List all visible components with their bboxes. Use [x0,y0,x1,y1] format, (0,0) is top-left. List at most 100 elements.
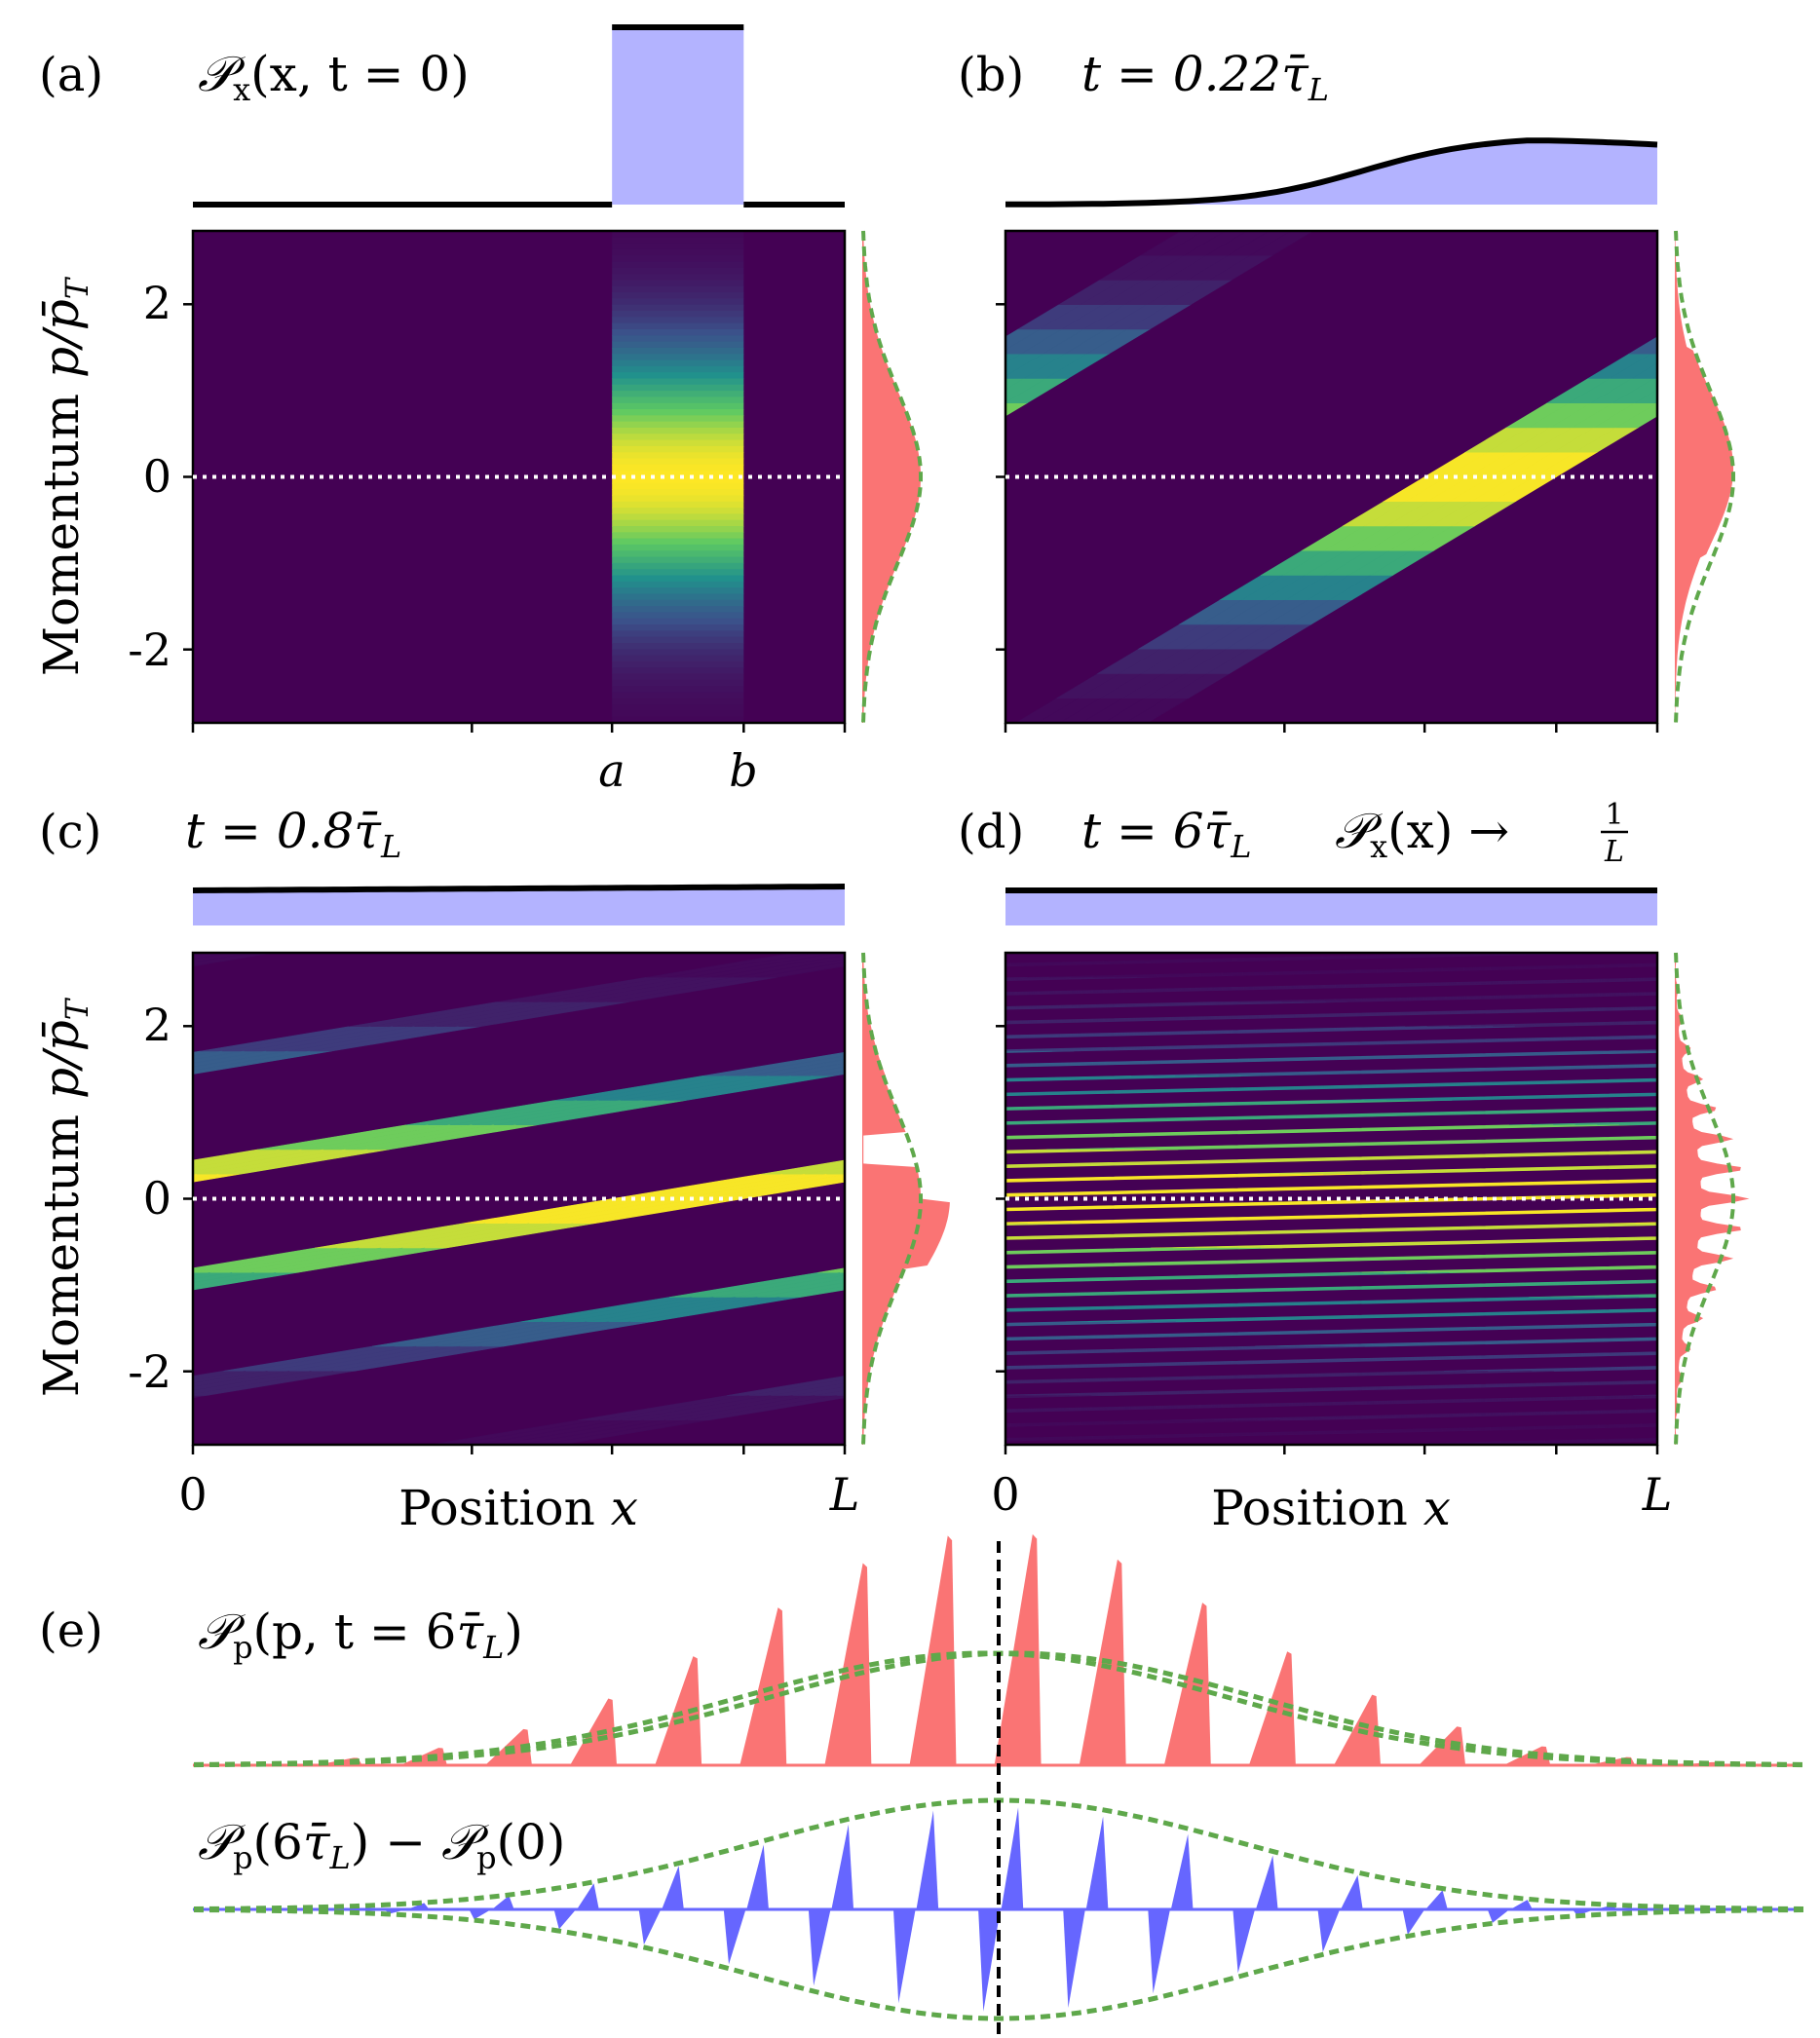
density-band [1728,1224,1820,1248]
ylabel-a: Momentum p/p̄T [33,276,95,676]
density-band [1767,1199,1820,1224]
density-cell [612,396,744,404]
density-band [0,1199,26,1224]
density-band [748,1378,845,1396]
position-marginal-d [1005,887,1657,925]
density-band [1005,1051,1657,1068]
title-t: t = 0.8 [185,803,354,859]
density-band [0,977,126,1001]
panel-b-title: t = 0.22τ̄L [1081,46,1329,108]
density-cell [612,482,744,490]
density-cell [612,365,744,373]
density-band [1786,1125,1820,1150]
density-band [0,1371,207,1395]
density-band [691,1271,845,1298]
density-band [1005,1109,1657,1125]
axes-c [183,951,847,1454]
density-band [769,1063,845,1076]
xtick-b: b [729,744,757,797]
density-band [713,1274,845,1298]
density-band [1735,305,1798,329]
density-band [1674,1002,1820,1027]
density-cell [612,556,744,564]
ylabel-sub: T [58,997,95,1020]
position-curve [193,24,845,208]
density-cell [612,495,744,503]
density-cell [612,439,744,447]
density-band [813,1070,845,1076]
density-cell [612,378,744,386]
density-band [1771,649,1820,673]
position-fill [193,887,845,925]
density-band [1799,281,1820,305]
density-cell [612,347,744,355]
density-band [1249,231,1314,256]
density-band [1745,953,1820,977]
density-band [1679,953,1820,977]
density-band [1649,349,1657,355]
density-band [1718,1002,1820,1027]
density-cell [612,267,744,275]
density-cell [612,335,744,343]
density-cell [612,562,744,570]
density-cell [612,599,744,607]
density-band [0,1174,19,1198]
axes-a [183,229,847,733]
density-band [1005,953,1578,966]
density-band [1005,1253,1657,1269]
density-band [921,403,983,428]
density-band [1750,649,1812,673]
ylabel-sub: T [58,276,95,299]
density-band [1742,1125,1820,1150]
ytick-a-m2: -2 [128,623,171,676]
density-band [1808,1125,1820,1150]
density-band [1783,1051,1820,1076]
density-cell [612,686,744,694]
density-band [725,1055,845,1076]
density-band [1793,231,1820,255]
density-band [1136,965,1657,978]
density-cell [612,642,744,650]
density-band [726,1376,845,1396]
density-band [711,955,845,978]
density-band [792,1386,845,1396]
density-band [1764,1125,1820,1150]
density-band [746,1059,845,1076]
density-cell [612,698,744,705]
density-band [1721,1371,1820,1395]
density-band [1704,1027,1820,1051]
density-band [1005,979,1657,996]
density-band [0,977,104,1001]
density-cell [612,716,744,723]
density-band [1775,1101,1820,1125]
density-band [0,1027,211,1051]
density-band [0,1199,4,1224]
ylabel-c: Momentum p/p̄T [33,997,95,1397]
density-band [1762,1298,1820,1322]
density-cell [612,285,744,293]
xlabel-var: x [611,1480,638,1536]
density-cell [612,458,744,466]
xlabel-text: Position [398,1480,611,1536]
density-band [1784,1298,1820,1322]
density-band [0,977,82,1001]
density-band [1710,1101,1820,1125]
density-cell [612,673,744,681]
density-cell [612,489,744,497]
density-band [1090,1382,1657,1396]
density-band [1754,1101,1820,1125]
density-band [193,1395,208,1399]
momentum-marginal-b [1674,230,1735,724]
density-cell [612,231,744,238]
momentum-fill [862,231,921,723]
density-band [1183,231,1248,256]
panel-d-title: t = 6τ̄L [1081,803,1252,865]
density-band [852,1027,1022,1051]
density-cell [612,464,744,472]
density-cell [612,341,744,349]
panel-a: (a) 𝒫x(x, t = 0) a b 2 0 -2 Momentum p/p… [33,24,923,797]
density-cell [612,471,744,478]
density-cell [612,508,744,514]
density-band [1611,378,1657,404]
density-band [826,1170,845,1175]
